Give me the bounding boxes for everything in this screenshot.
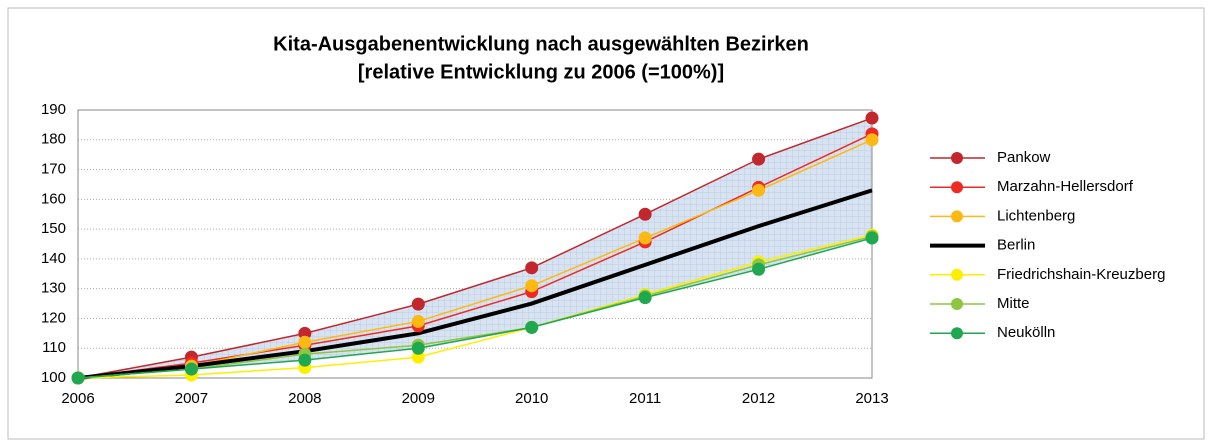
x-tick-label: 2012: [742, 390, 775, 407]
y-tick-label: 190: [41, 101, 66, 118]
y-tick-label: 180: [41, 131, 66, 148]
chart-title: Kita-Ausgabenentwicklung nach ausgewählt…: [273, 33, 809, 55]
data-point: [752, 183, 766, 197]
data-point: [638, 291, 652, 305]
data-point: [865, 231, 879, 245]
series-line: [77, 234, 873, 379]
legend-marker: [951, 327, 963, 340]
data-point: [865, 133, 879, 147]
legend-label: Berlin: [997, 237, 1035, 254]
series-line: [77, 117, 873, 379]
legend-label: Marzahn-Hellersdorf: [997, 178, 1134, 195]
data-point: [638, 207, 652, 221]
series-line: [77, 188, 873, 380]
data-point: [184, 362, 198, 376]
data-point: [411, 314, 425, 328]
data-point: [411, 350, 425, 364]
x-tick-label: 2008: [288, 390, 321, 407]
data-point: [298, 353, 312, 367]
legend-marker: [951, 152, 963, 164]
data-point: [298, 326, 312, 340]
data-point: [525, 279, 539, 293]
y-tick-label: 130: [41, 280, 66, 297]
x-tick-label: 2013: [855, 390, 888, 407]
chart-subtitle: [relative Entwicklung zu 2006 (=100%)]: [358, 61, 724, 83]
legend-label: Mitte: [997, 295, 1030, 312]
series-line: [77, 237, 873, 379]
range-band: [78, 118, 872, 378]
x-tick-label: 2011: [629, 390, 661, 407]
data-point: [865, 111, 879, 125]
series-line: [77, 133, 873, 379]
legend-marker: [951, 181, 963, 194]
data-point: [71, 371, 85, 385]
y-tick-label: 160: [41, 190, 66, 207]
y-tick-label: 100: [41, 369, 66, 386]
y-tick-label: 170: [41, 161, 66, 178]
data-point: [525, 320, 539, 334]
y-tick-label: 140: [41, 250, 66, 267]
x-tick-label: 2010: [515, 390, 548, 407]
legend-label: Lichtenberg: [997, 207, 1075, 224]
data-point: [525, 261, 539, 275]
x-tick-label: 2009: [402, 390, 435, 407]
y-tick-label: 150: [41, 220, 66, 237]
legend-marker: [951, 298, 963, 310]
legend-marker: [951, 268, 963, 281]
data-point: [752, 152, 766, 166]
data-point: [411, 297, 425, 311]
data-point: [752, 262, 766, 276]
x-tick-label: 2007: [175, 390, 208, 407]
y-tick-label: 120: [41, 309, 66, 326]
legend-label: Neukölln: [997, 324, 1055, 341]
data-point: [638, 231, 652, 245]
data-point: [411, 341, 425, 355]
legend-marker: [951, 210, 963, 223]
y-tick-label: 110: [42, 339, 66, 356]
x-tick-label: 2006: [61, 390, 94, 407]
data-point: [298, 335, 312, 349]
legend-label: Pankow: [997, 149, 1051, 166]
legend-label: Friedrichshain-Kreuzberg: [997, 266, 1165, 283]
series-line: [77, 235, 873, 379]
